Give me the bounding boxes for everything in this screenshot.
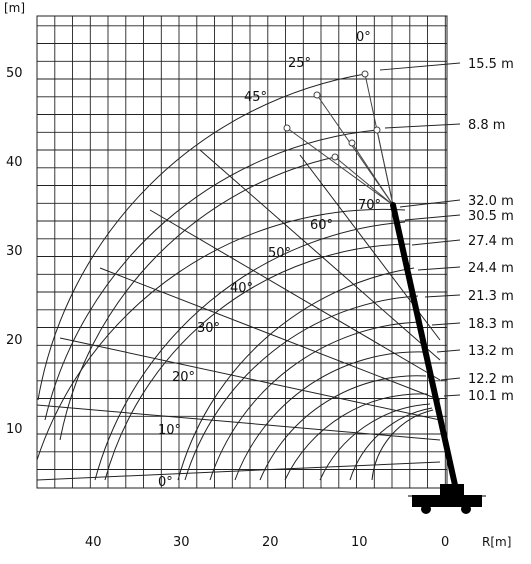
boom-angle-labels: 70° 60° 50° 40° 30° 20° 10° 0°	[158, 198, 381, 490]
jib-short-0	[376, 129, 394, 206]
jib-line-45	[286, 127, 394, 206]
boom-length-labels: 32.0 m 30.5 m 27.4 m 24.4 m 21.3 m 18.3 …	[468, 194, 514, 404]
crane-carrier	[408, 484, 486, 514]
jib-short-tip-45	[331, 153, 339, 161]
arc-30-5m	[94, 221, 406, 481]
angle-lines	[36, 149, 441, 481]
y-tick-50: 50	[6, 66, 23, 81]
leader-13-2m	[436, 349, 461, 353]
boom-length-24-4m: 24.4 m	[468, 261, 514, 276]
boom-head	[390, 202, 396, 208]
angle-label-20: 20°	[172, 370, 195, 385]
jib-offset-labels: 0° 25° 45°	[244, 30, 371, 105]
x-tick-10: 10	[351, 535, 368, 550]
arc-15m	[234, 351, 425, 481]
angle-label-40: 40°	[230, 281, 253, 296]
leader-30-5m	[404, 214, 461, 221]
jib-offset-45: 45°	[244, 90, 267, 105]
leader-12-2m	[440, 377, 461, 381]
angle-line-30	[99, 267, 441, 401]
arc-inner-1	[349, 407, 433, 481]
angle-line-40	[149, 209, 441, 381]
angle-label-0: 0°	[158, 475, 173, 490]
angle-line-0	[36, 461, 441, 481]
carrier-body	[412, 495, 482, 507]
angle-label-50: 50°	[268, 246, 291, 261]
y-tick-20: 20	[6, 333, 23, 348]
boom-length-10-1m: 10.1 m	[468, 389, 514, 404]
grid-vertical-lines	[54, 16, 446, 488]
x-tick-30: 30	[173, 535, 190, 550]
angle-line-20	[59, 337, 441, 421]
carrier-wheel-front	[421, 504, 431, 514]
jib-points	[283, 70, 381, 161]
jib-tip-0	[361, 70, 369, 78]
grid	[36, 15, 448, 489]
angle-label-30: 30°	[197, 321, 220, 336]
arc-13-2m	[259, 375, 427, 481]
leader-10-1m	[443, 394, 461, 397]
angle-line-10	[36, 404, 441, 441]
boom-length-13-2m: 13.2 m	[468, 344, 514, 359]
length-leaders	[379, 62, 461, 397]
angle-label-60: 60°	[310, 218, 333, 233]
arc-12-2m	[284, 393, 429, 481]
arc-jib-inner	[59, 156, 336, 441]
y-axis: [m] 50 40 30 20 10	[4, 1, 25, 437]
carrier-cab	[440, 484, 464, 498]
x-tick-20: 20	[262, 535, 279, 550]
y-axis-unit: [m]	[4, 1, 25, 15]
x-axis: 40 30 20 10 0 R[m]	[85, 535, 511, 550]
arc-27-4m	[104, 243, 411, 481]
x-tick-0: 0	[441, 535, 449, 550]
grid-horizontal-lines	[37, 25, 447, 470]
y-tick-30: 30	[6, 244, 23, 259]
arc-10-1m	[319, 403, 431, 481]
boom-length-12-2m: 12.2 m	[468, 372, 514, 387]
grid-frame	[36, 15, 448, 489]
crane-boom	[390, 204, 458, 486]
jib-short-25	[351, 142, 394, 206]
jib-short-45	[334, 156, 394, 206]
leader-18-3m	[431, 322, 461, 326]
leader-32m	[399, 199, 461, 208]
leader-27-4m	[411, 239, 461, 246]
boom-length-21-3m: 21.3 m	[468, 289, 514, 304]
boom-length-18-3m: 18.3 m	[468, 317, 514, 332]
angle-label-70: 70°	[358, 198, 381, 213]
angle-label-10: 10°	[158, 423, 181, 438]
jib-tip-25	[313, 91, 321, 99]
leader-24-4m	[417, 266, 461, 271]
jib-lines	[286, 73, 394, 206]
x-tick-40: 40	[85, 535, 102, 550]
boom-length-30-5m: 30.5 m	[468, 209, 514, 224]
arc-18-3m	[209, 321, 421, 481]
x-axis-unit: R[m]	[482, 535, 511, 549]
jib-length-8-8m: 8.8 m	[468, 118, 505, 133]
arc-32m	[36, 208, 406, 461]
jib-offset-25: 25°	[288, 56, 311, 71]
leader-8-8m	[384, 123, 461, 129]
arc-jib-15-5m	[37, 73, 366, 401]
y-tick-10: 10	[6, 422, 23, 437]
arc-jib-8-8m	[44, 129, 378, 421]
jib-offset-0: 0°	[356, 30, 371, 45]
arc-inner-2	[371, 409, 434, 481]
jib-length-15-5m: 15.5 m	[468, 57, 514, 72]
boom-length-27-4m: 27.4 m	[468, 234, 514, 249]
jib-length-labels: 15.5 m 8.8 m	[468, 57, 514, 133]
arc-24-4m	[177, 267, 415, 481]
carrier-wheel-rear	[461, 504, 471, 514]
leader-15-5m	[379, 62, 461, 71]
leader-21-3m	[424, 294, 461, 298]
jib-short-tip-0	[373, 126, 381, 134]
angle-line-50	[199, 149, 441, 361]
boom-length-32m: 32.0 m	[468, 194, 514, 209]
boom-length-arcs	[36, 73, 434, 481]
y-tick-40: 40	[6, 155, 23, 170]
jib-tip-45	[283, 124, 291, 132]
jib-short-tip-25	[348, 139, 356, 147]
